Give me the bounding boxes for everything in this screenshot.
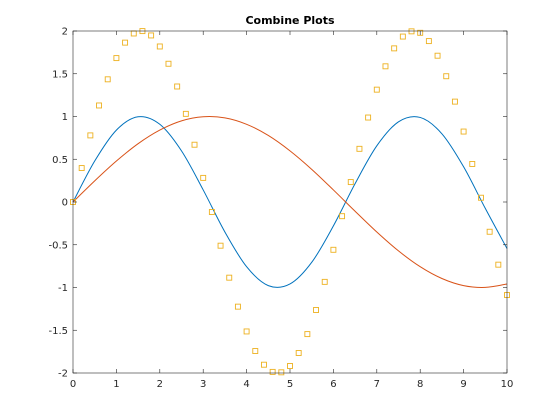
series-3-marker [486, 228, 493, 235]
series-3-marker [313, 307, 319, 313]
series-3-marker [113, 55, 120, 62]
series-3-marker [347, 179, 354, 186]
series-3-marker [434, 52, 441, 59]
series-3-marker [217, 242, 224, 249]
series-3-marker [495, 261, 502, 268]
y-tick-label: -2 [58, 369, 68, 380]
series-3-marker [460, 128, 467, 135]
series-3-marker [304, 331, 311, 338]
series-3-marker [234, 303, 241, 310]
series-3-marker [469, 160, 476, 167]
series-3-marker [295, 350, 302, 356]
series-3-marker [269, 368, 276, 375]
y-tick-label: -1.5 [48, 326, 68, 337]
x-tick-label: 7 [374, 379, 380, 390]
series-3-marker [287, 363, 293, 369]
series-3-marker [382, 63, 389, 70]
axes-layer: 0 1 2 3 4 5 6 7 8 9 10 -2 -1.5 -1 -0.5 0 0.5 1 1.5 2 [48, 27, 513, 391]
series-3-marker [165, 60, 172, 67]
series-3-marker [226, 274, 233, 281]
series-3-marker [261, 361, 267, 368]
x-tick-label: 3 [200, 379, 206, 390]
series-3-marker [391, 45, 398, 52]
series-3-marker [365, 114, 372, 121]
series-3-marker [321, 278, 328, 285]
series-3-marker [174, 83, 181, 90]
x-tick-label: 8 [417, 379, 423, 390]
series-3-marker [208, 209, 215, 215]
x-tick-label: 5 [287, 379, 293, 390]
series-3-marker [356, 145, 363, 152]
x-tick-label: 9 [460, 379, 466, 390]
series-3-marker [96, 102, 102, 109]
series-3-marker [182, 110, 189, 117]
axes-background [73, 31, 507, 373]
series-3-marker [478, 194, 484, 201]
x-tick-label: 10 [501, 379, 514, 390]
x-tick-label: 1 [113, 379, 119, 390]
series-layer [70, 28, 510, 376]
series-3 [70, 28, 510, 376]
y-tick-label: -1 [58, 283, 68, 294]
x-tick-label: 2 [157, 379, 163, 390]
series-3-marker [373, 86, 380, 93]
x-tick-label: 6 [330, 379, 336, 390]
series-1 [72, 116, 508, 288]
series-3-marker [399, 33, 406, 40]
y-tick-label: 0 [62, 198, 68, 209]
series-3-marker [87, 132, 94, 139]
x-tick-label: 0 [70, 379, 76, 390]
series-3-marker [330, 246, 337, 253]
chart-title: Combine Plots [245, 14, 335, 27]
series-1-line [72, 116, 508, 288]
series-3-marker [339, 213, 346, 220]
series-3-marker [243, 328, 250, 335]
y-tick-label: 1 [62, 112, 68, 123]
y-tick-label: 2 [62, 27, 68, 38]
series-3-marker [78, 165, 85, 172]
series-3-marker [200, 174, 207, 181]
x-tick-label: 4 [243, 379, 249, 390]
series-3-marker [408, 28, 415, 35]
series-3-marker [156, 43, 163, 50]
series-3-marker [122, 39, 129, 46]
series-2-line [72, 116, 508, 288]
series-3-marker [191, 141, 198, 148]
series-3-marker [252, 348, 259, 354]
series-3-marker [417, 29, 424, 36]
series-3-marker [148, 32, 155, 39]
series-3-marker [278, 369, 285, 376]
series-3-marker [443, 73, 450, 80]
y-tick-label: 0.5 [52, 155, 68, 166]
series-3-marker [104, 76, 111, 83]
y-tick-label: 1.5 [52, 69, 68, 80]
series-2 [72, 116, 508, 288]
series-3-marker [451, 98, 458, 105]
y-tick-label: -0.5 [48, 240, 68, 251]
series-3-marker [425, 38, 432, 45]
